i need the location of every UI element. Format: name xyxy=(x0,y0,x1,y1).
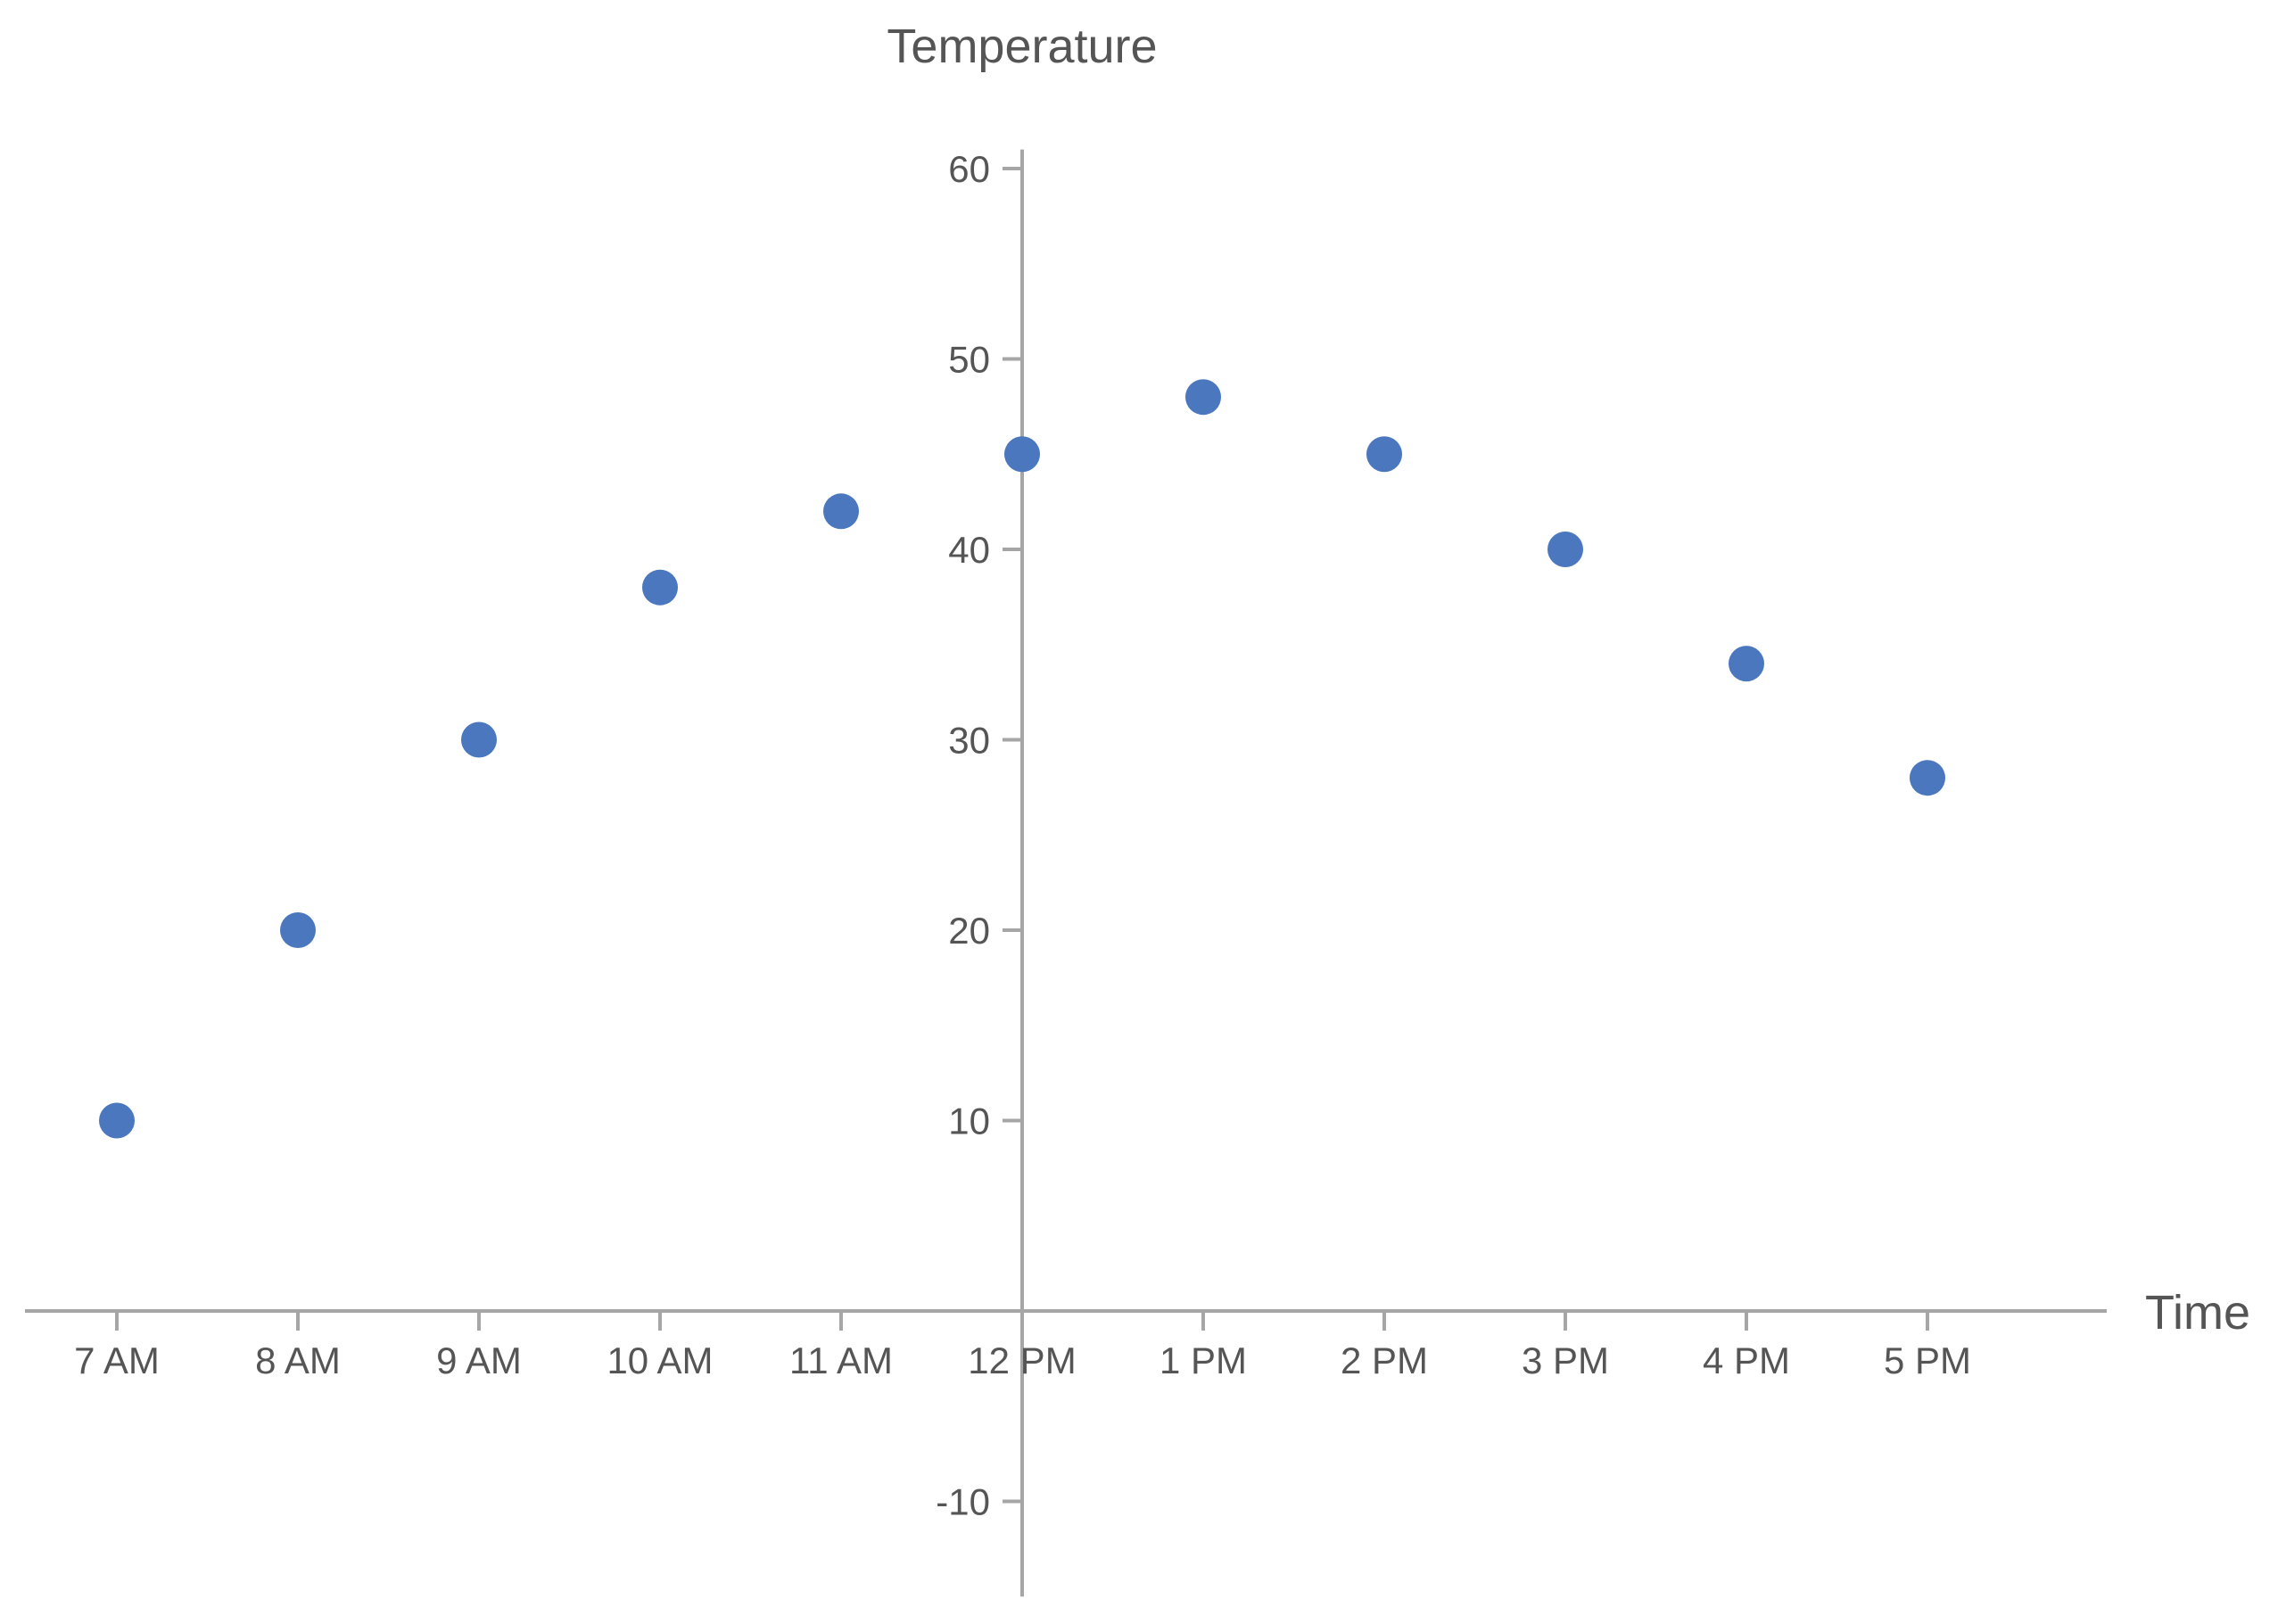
data-point xyxy=(1729,646,1764,682)
data-point xyxy=(642,569,678,606)
axes xyxy=(25,149,2107,1597)
data-point xyxy=(1366,436,1402,473)
y-tick-label: 30 xyxy=(948,720,990,762)
y-axis-title: Temperature xyxy=(887,20,1157,73)
x-tick-label: 1 PM xyxy=(1160,1340,1247,1381)
data-point xyxy=(1004,436,1040,473)
x-tick-label: 4 PM xyxy=(1703,1340,1790,1381)
x-tick-label: 11 AM xyxy=(789,1340,893,1381)
y-tick-label: 10 xyxy=(948,1101,990,1142)
data-points xyxy=(99,379,1945,1139)
x-tick-label: 8 AM xyxy=(255,1340,341,1381)
x-tick-label: 2 PM xyxy=(1341,1340,1428,1381)
x-tick-label: 5 PM xyxy=(1884,1340,1971,1381)
data-point xyxy=(1910,760,1945,796)
data-point xyxy=(823,493,859,530)
data-point xyxy=(99,1102,135,1139)
x-axis-title: Time xyxy=(2145,1286,2250,1340)
data-point xyxy=(1185,379,1221,416)
data-point xyxy=(461,721,497,758)
x-tick-label: 12 PM xyxy=(968,1340,1076,1381)
x-tick-label: 10 AM xyxy=(607,1340,713,1381)
x-tick-label: 7 AM xyxy=(74,1340,160,1381)
data-point xyxy=(1547,532,1583,567)
y-tick-label: 50 xyxy=(948,339,990,381)
y-tick-label: 60 xyxy=(948,148,990,190)
x-tick-label: 9 AM xyxy=(436,1340,522,1381)
y-tick-label: 20 xyxy=(948,910,990,952)
y-ticks: -10 10 20 30 40 50 60 xyxy=(936,148,1022,1523)
y-tick-label: 40 xyxy=(948,529,990,571)
data-point xyxy=(280,912,316,948)
y-tick-label: -10 xyxy=(936,1481,990,1523)
x-ticks: 7 AM 8 AM 9 AM 10 AM 11 AM 12 PM 1 PM 2 PM 3 PM 4… xyxy=(74,1311,1971,1381)
x-tick-label: 3 PM xyxy=(1522,1340,1609,1381)
